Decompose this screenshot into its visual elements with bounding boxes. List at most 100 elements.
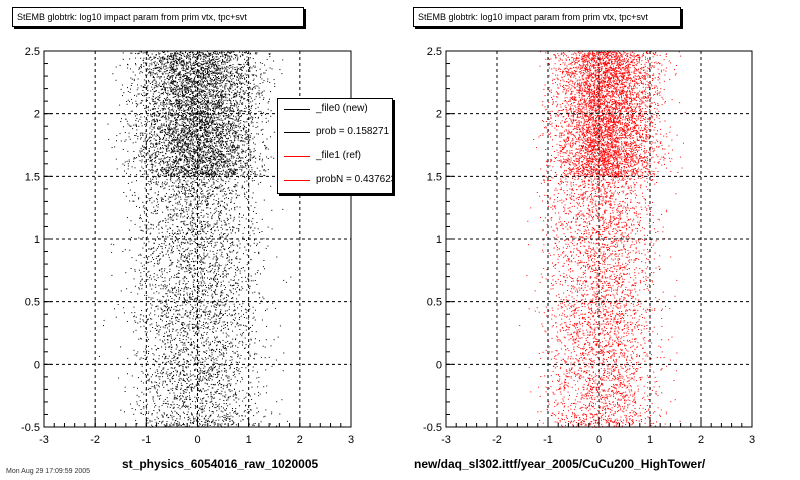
- scatter-point: [204, 81, 206, 82]
- scatter-point: [213, 57, 215, 59]
- scatter-point: [127, 87, 128, 89]
- scatter-point: [186, 96, 188, 98]
- scatter-point: [160, 126, 162, 128]
- scatter-point: [216, 58, 218, 60]
- scatter-point: [192, 92, 194, 94]
- scatter-point: [183, 60, 185, 62]
- scatter-point: [205, 173, 207, 175]
- scatter-point: [248, 105, 250, 107]
- scatter-point: [228, 123, 230, 125]
- scatter-point: [194, 136, 196, 138]
- scatter-point: [191, 151, 193, 153]
- scatter-point: [186, 87, 188, 89]
- scatter-point: [196, 114, 198, 115]
- scatter-point: [202, 161, 204, 163]
- scatter-point: [204, 54, 206, 56]
- scatter-point: [190, 98, 192, 100]
- scatter-point: [236, 132, 238, 133]
- scatter-point: [222, 97, 224, 99]
- scatter-point: [188, 106, 190, 108]
- scatter-point: [202, 91, 204, 93]
- scatter-point: [199, 169, 201, 171]
- scatter-point: [190, 147, 192, 149]
- scatter-point: [186, 158, 187, 160]
- scatter-point: [170, 152, 172, 154]
- scatter-point: [200, 171, 201, 173]
- scatter-point: [225, 129, 227, 131]
- scatter-point: [184, 128, 186, 130]
- scatter-point: [241, 174, 243, 176]
- scatter-point: [195, 63, 196, 65]
- scatter-point: [191, 93, 193, 95]
- scatter-point: [200, 67, 202, 69]
- scatter-point: [165, 119, 167, 121]
- scatter-point: [165, 133, 167, 134]
- scatter-point: [257, 106, 259, 108]
- scatter-point: [182, 96, 184, 98]
- scatter-point: [225, 173, 227, 175]
- scatter-point: [177, 138, 179, 140]
- scatter-point: [187, 164, 189, 166]
- scatter-point: [148, 169, 150, 171]
- scatter-point: [152, 114, 154, 116]
- scatter-point: [183, 155, 185, 157]
- scatter-point: [202, 110, 204, 112]
- scatter-point: [219, 106, 221, 108]
- scatter-point: [229, 168, 231, 170]
- scatter-point: [234, 103, 236, 105]
- scatter-point: [174, 145, 176, 146]
- scatter-point: [228, 65, 230, 67]
- scatter-point: [195, 87, 197, 89]
- scatter-point: [226, 115, 228, 117]
- scatter-point: [223, 54, 225, 55]
- scatter-point: [207, 51, 208, 53]
- scatter-point: [193, 117, 195, 119]
- scatter-point: [185, 104, 187, 106]
- scatter-point: [153, 106, 155, 107]
- scatter-point: [182, 116, 183, 118]
- scatter-point: [217, 171, 219, 173]
- scatter-point: [183, 63, 185, 65]
- scatter-point: [221, 71, 223, 73]
- scatter-point: [164, 90, 166, 92]
- scatter-point: [228, 153, 230, 155]
- scatter-point: [175, 101, 177, 103]
- scatter-point: [151, 53, 153, 55]
- scatter-point: [176, 58, 178, 60]
- scatter-point: [227, 124, 229, 126]
- scatter-point: [192, 55, 194, 57]
- scatter-point: [187, 87, 189, 89]
- scatter-point: [149, 157, 150, 159]
- scatter-point: [173, 63, 175, 65]
- scatter-point: [226, 97, 228, 99]
- scatter-point: [171, 143, 173, 145]
- scatter-point: [173, 134, 175, 136]
- scatter-point: [250, 117, 252, 119]
- scatter-point: [231, 129, 233, 131]
- scatter-point: [177, 146, 179, 147]
- scatter-point: [188, 72, 190, 74]
- scatter-point: [211, 140, 213, 142]
- scatter-point: [232, 155, 234, 157]
- scatter-point: [210, 116, 212, 118]
- scatter-point: [211, 54, 213, 56]
- scatter-point: [188, 171, 189, 173]
- scatter-point: [163, 137, 165, 138]
- scatter-point: [197, 163, 199, 165]
- scatter-point: [184, 160, 186, 162]
- scatter-point: [147, 107, 149, 109]
- scatter-point: [220, 79, 222, 81]
- scatter-point: [215, 63, 216, 65]
- scatter-point: [190, 100, 192, 102]
- scatter-point: [221, 142, 223, 144]
- scatter-point: [215, 142, 217, 144]
- scatter-point: [149, 160, 151, 162]
- scatter-point: [202, 121, 203, 123]
- scatter-point: [222, 154, 224, 156]
- scatter-point: [231, 75, 233, 77]
- scatter-point: [172, 68, 174, 69]
- scatter-point: [231, 123, 232, 125]
- scatter-point: [168, 108, 170, 110]
- scatter-point: [174, 160, 176, 162]
- scatter-point: [233, 124, 235, 126]
